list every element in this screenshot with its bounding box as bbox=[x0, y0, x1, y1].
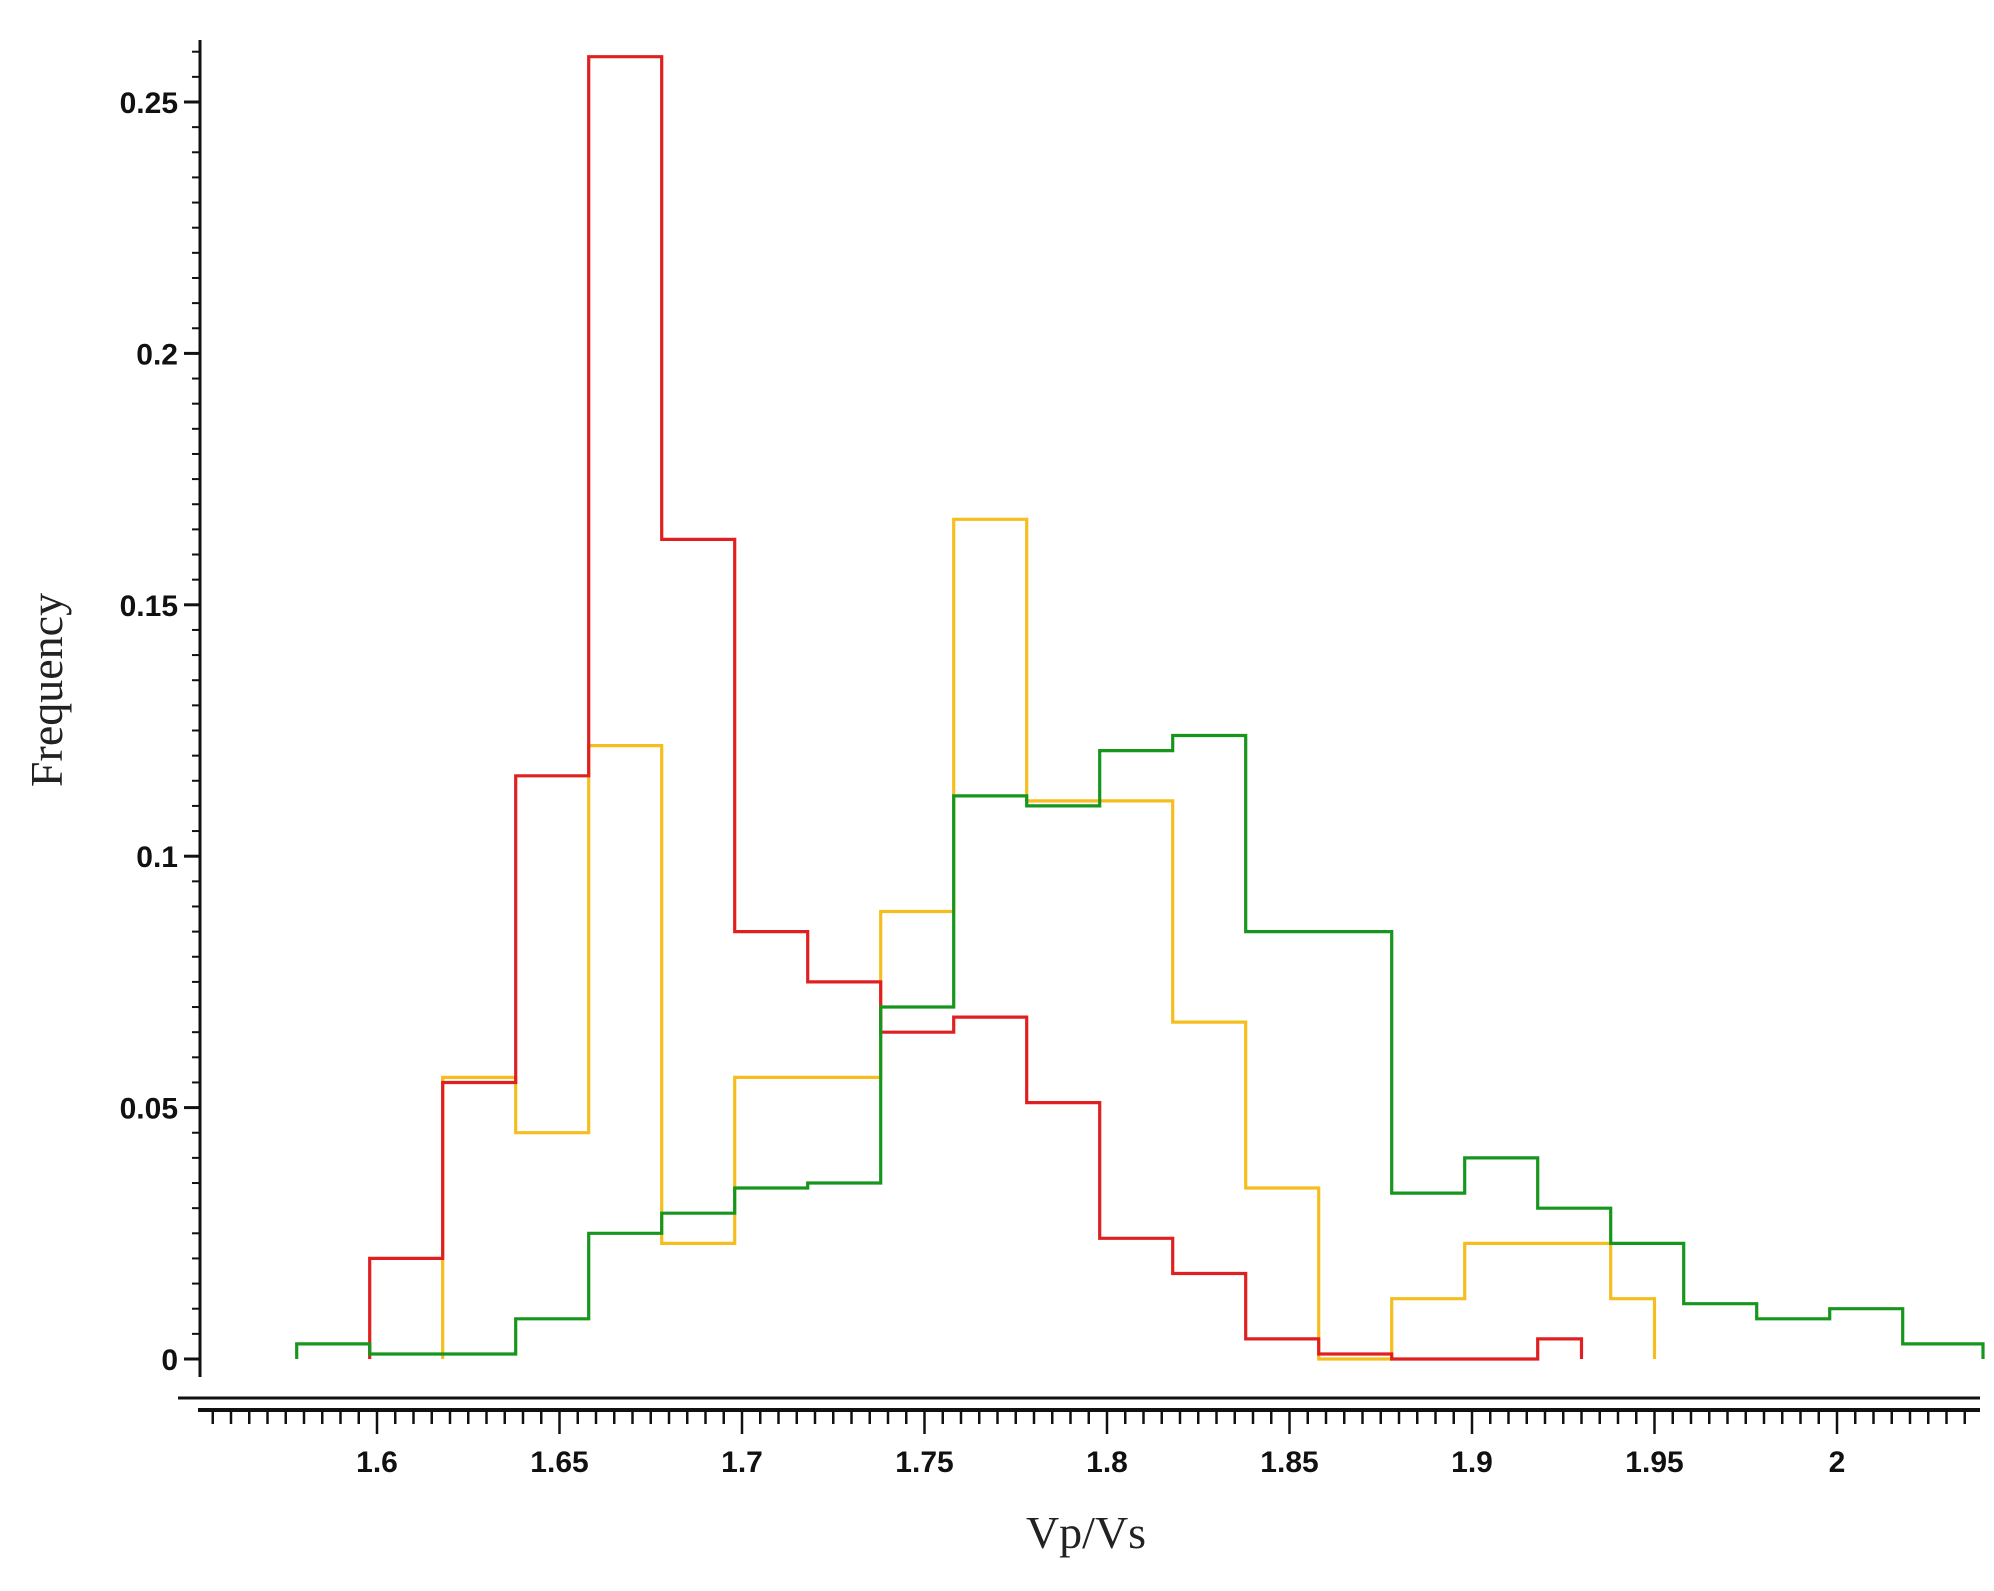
histogram-series-0 bbox=[368, 55, 1584, 1361]
y-tick-label: 0.05 bbox=[120, 1093, 178, 1126]
y-axis-title: Frequency bbox=[21, 593, 72, 787]
x-tick-label: 1.85 bbox=[1260, 1446, 1318, 1479]
y-tick-label: 0 bbox=[161, 1344, 178, 1377]
series-layer bbox=[295, 55, 1985, 1361]
y-tick-label: 0.25 bbox=[120, 87, 178, 120]
y-tick-label: 0.15 bbox=[120, 590, 178, 623]
x-tick-label: 1.65 bbox=[530, 1446, 588, 1479]
x-tick-label: 2 bbox=[1829, 1446, 1846, 1479]
x-tick-label: 1.7 bbox=[721, 1446, 763, 1479]
x-tick-label: 1.6 bbox=[356, 1446, 398, 1479]
y-tick-label: 0.1 bbox=[136, 841, 178, 874]
y-tick-label: 0.2 bbox=[136, 338, 178, 371]
y-axis: 0 0.05 0.1 0.15 0.2 0.25 bbox=[120, 40, 202, 1377]
x-tick-label: 1.75 bbox=[895, 1446, 953, 1479]
histogram-series-2 bbox=[295, 733, 1985, 1359]
x-tick-label: 1.8 bbox=[1086, 1446, 1128, 1479]
x-axis-title: Vp/Vs bbox=[1026, 1507, 1146, 1558]
x-tick-label: 1.9 bbox=[1451, 1446, 1493, 1479]
x-tick-label: 1.95 bbox=[1625, 1446, 1683, 1479]
x-axis: 1.6 1.65 1.7 1.75 1.8 1.85 1.9 1.95 2 bbox=[178, 1396, 1980, 1479]
